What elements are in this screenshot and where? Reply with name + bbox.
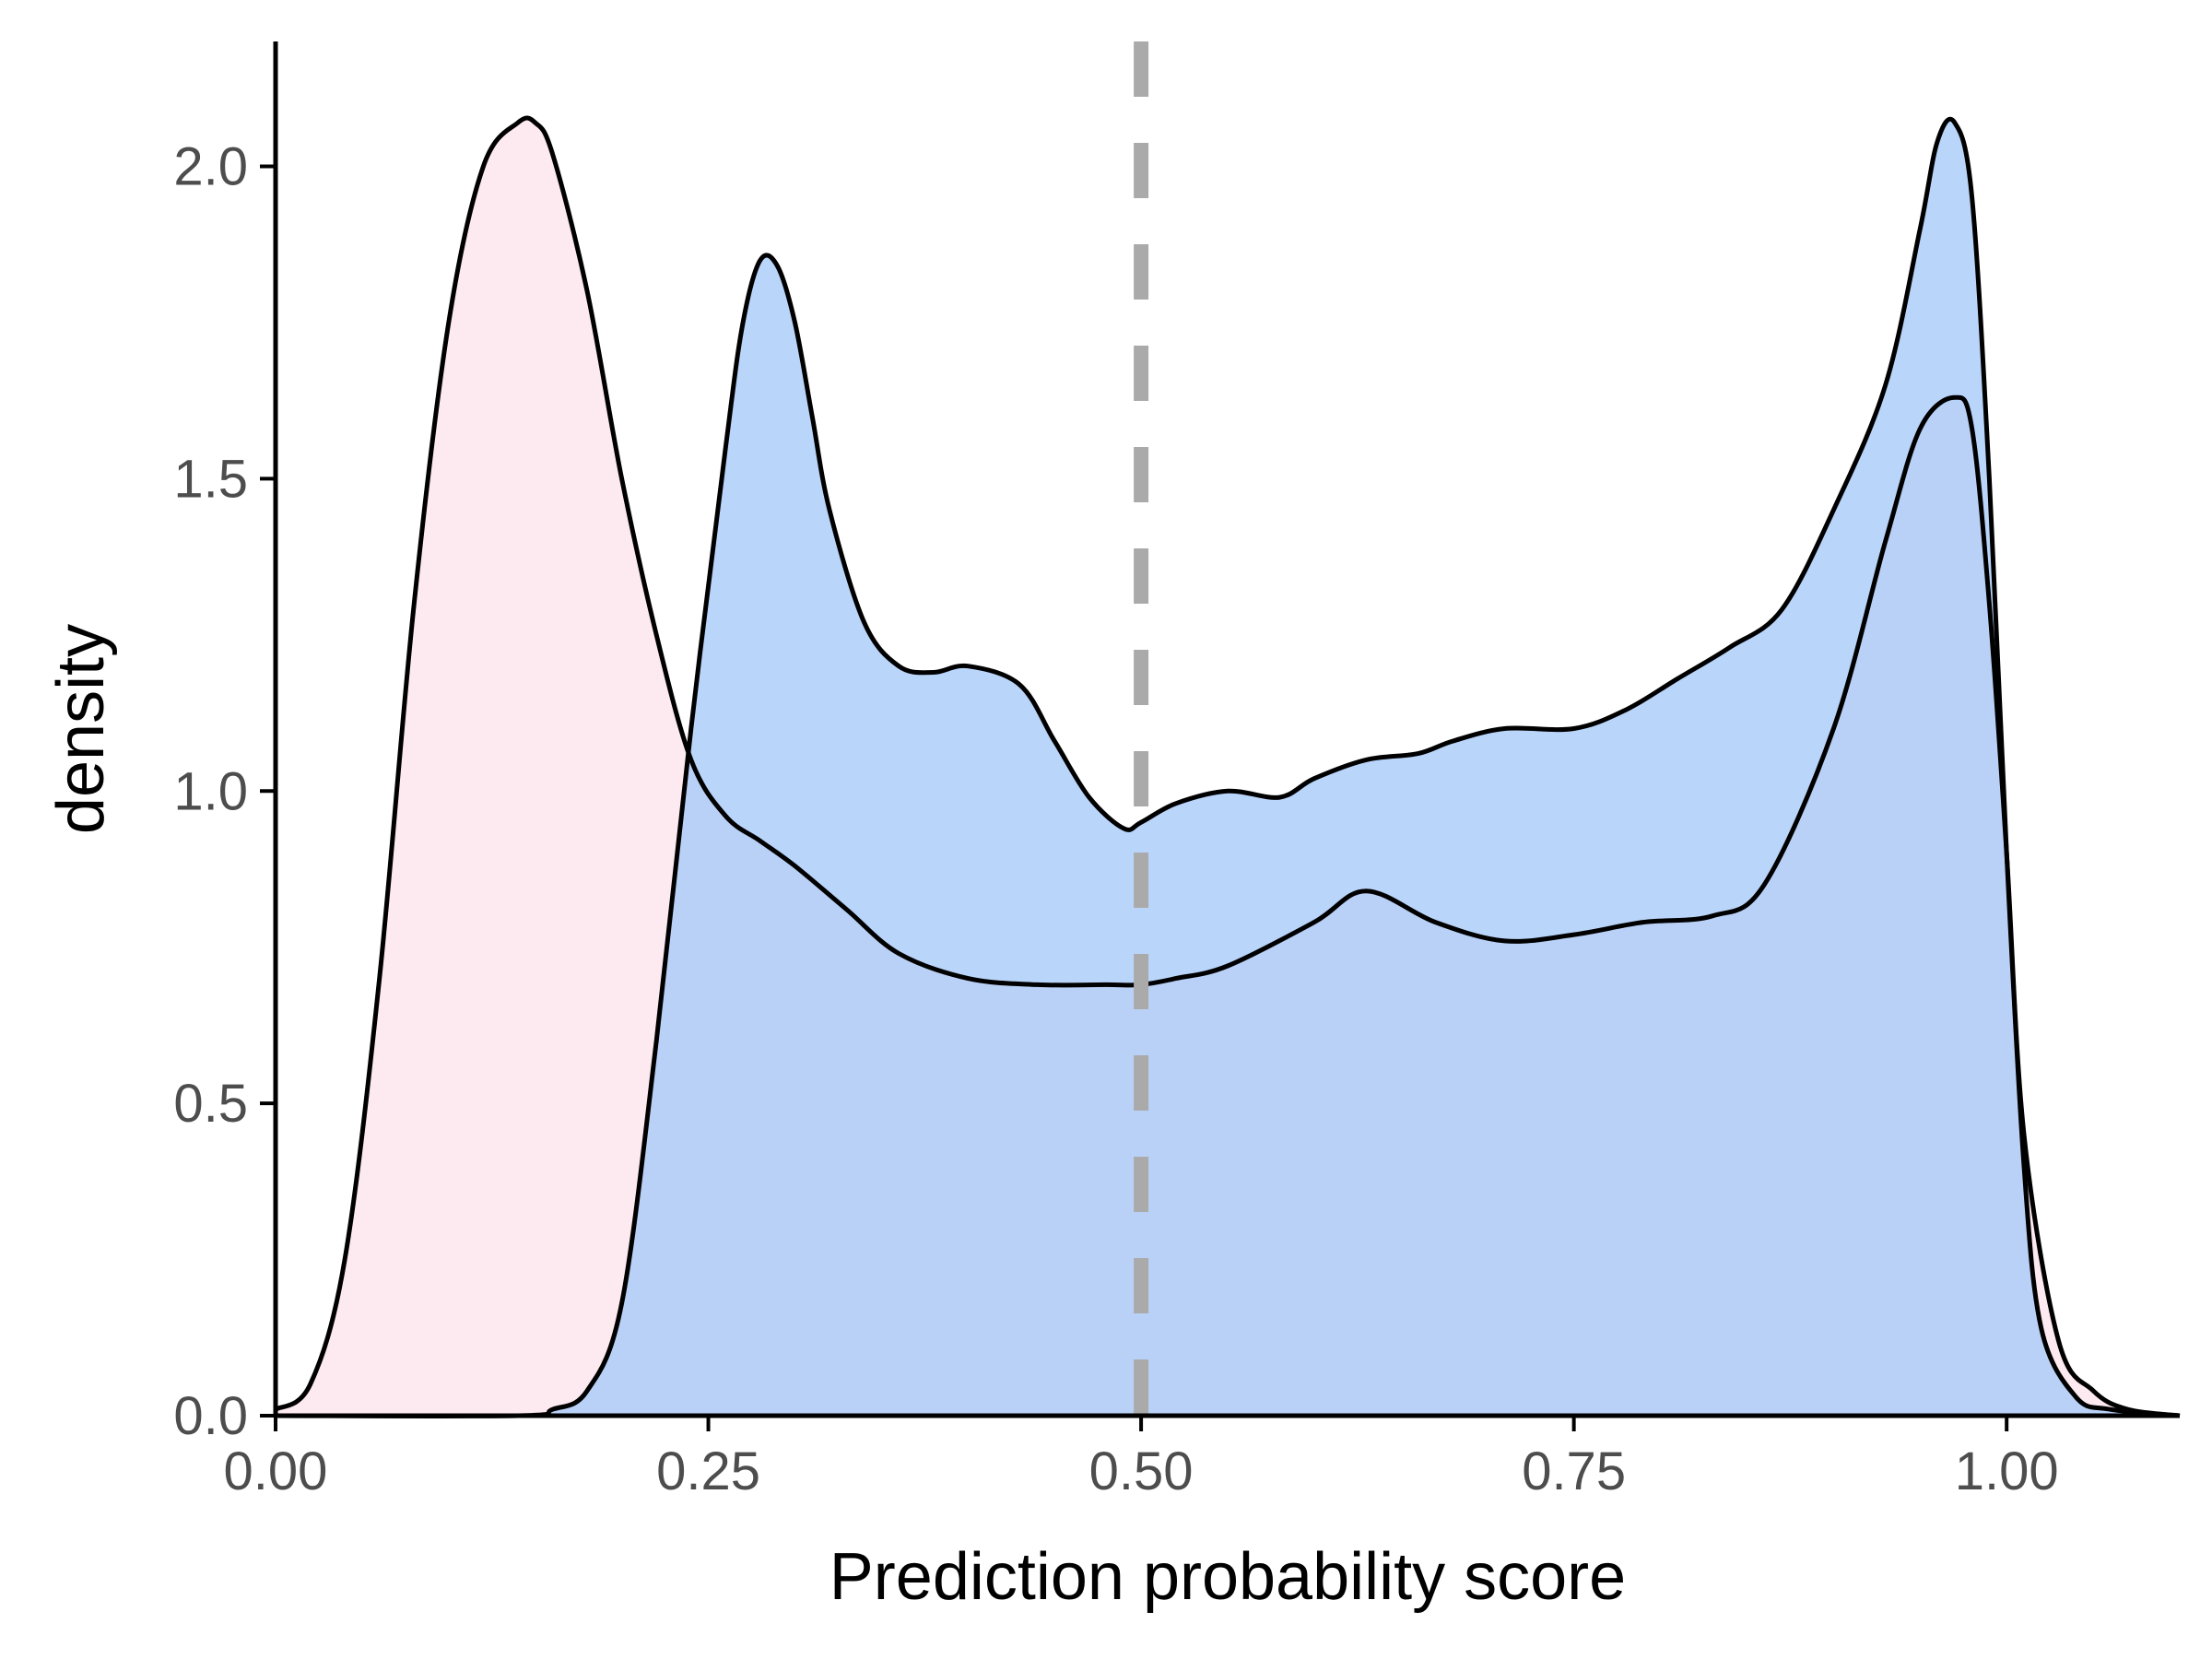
- density-area-2: [276, 119, 2180, 1417]
- density-areas: [276, 118, 2180, 1417]
- x-tick-label: 1.00: [1955, 1441, 2059, 1501]
- x-tick-label: 0.75: [1522, 1441, 1626, 1501]
- y-tick-label: 0.5: [173, 1074, 248, 1134]
- x-tick-label: 0.50: [1089, 1441, 1194, 1501]
- y-tick-label: 0.0: [173, 1386, 248, 1446]
- x-tick-label: 0.00: [224, 1441, 328, 1501]
- x-tick-label: 0.25: [656, 1441, 760, 1501]
- y-tick-label: 1.5: [173, 449, 248, 509]
- y-tick-label: 2.0: [173, 137, 248, 197]
- y-axis-ticks: 0.0 0.5 1.0 1.5 2.0: [173, 137, 276, 1446]
- x-axis-ticks: 0.00 0.25 0.50 0.75 1.00: [224, 1416, 2059, 1501]
- density-curve-2: [275, 116, 2181, 1418]
- y-tick-label: 1.0: [173, 761, 248, 821]
- density-curve-1: [274, 115, 2181, 1418]
- density-curves: [274, 115, 2181, 1418]
- x-axis-title: Prediction probability score: [830, 1540, 1626, 1614]
- y-axis-title: density: [44, 624, 118, 834]
